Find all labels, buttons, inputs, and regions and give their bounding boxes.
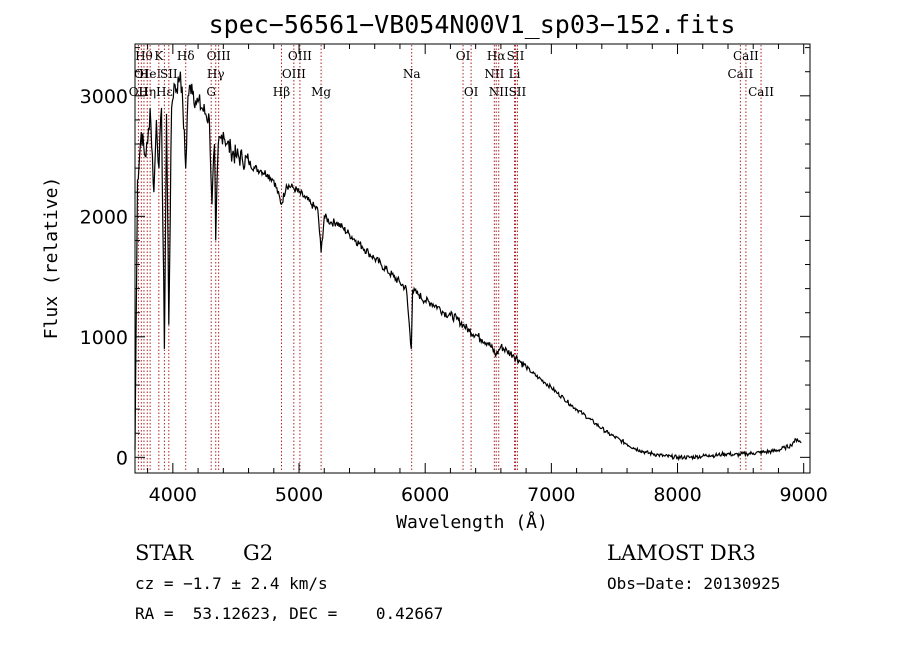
line-marker-label: OI [464, 85, 479, 99]
x-tick-label: 8000 [653, 484, 701, 506]
line-marker-label: SII [509, 85, 527, 99]
object-class: STAR [135, 541, 194, 565]
x-tick-label: 4000 [149, 484, 197, 506]
coordinates: RA = 53.12623, DEC = 0.42667 [135, 604, 443, 623]
axis-ticks: 4000 5000 6000 7000 8000 9000 0 1000 2000 3000 [80, 44, 828, 506]
line-marker-label: OIII [288, 49, 312, 63]
y-tick-label: 0 [116, 447, 128, 469]
line-marker-label: K [154, 49, 164, 63]
x-tick-label: 9000 [780, 484, 828, 506]
line-marker-label: OI [134, 67, 149, 81]
line-marker-label: Hα [487, 49, 506, 63]
line-marker-label: Hε [156, 85, 173, 99]
line-marker-label: Li [509, 67, 521, 81]
line-marker-label: Na [403, 67, 421, 81]
line-marker-label: Hθ [135, 49, 153, 63]
object-subclass: G2 [243, 541, 273, 565]
survey-name: LAMOST DR3 [607, 541, 756, 565]
y-tick-label: 3000 [80, 86, 128, 108]
line-marker-label: Hδ [177, 49, 195, 63]
spectrum-line [134, 71, 802, 462]
line-marker-label: NII [489, 85, 509, 99]
line-marker-label: CaII [727, 67, 753, 81]
line-marker-label: SII [160, 67, 178, 81]
line-marker-label: Hγ [207, 67, 225, 81]
chart-title: spec−56561−VB054N00V1_sp03−152.fits [209, 10, 736, 39]
x-tick-label: 5000 [275, 484, 323, 506]
x-tick-label: 6000 [401, 484, 449, 506]
x-axis-label: Wavelength (Å) [396, 511, 548, 533]
line-marker-label: OI [456, 49, 471, 63]
line-marker-label: NII [484, 67, 504, 81]
line-marker-label: CaII [748, 85, 774, 99]
redshift-info: cz = −1.7 ± 2.4 km/s [135, 574, 328, 593]
plot-frame [134, 43, 811, 474]
spectrum-plot [134, 71, 802, 462]
line-marker-label: OIII [282, 67, 306, 81]
line-marker-label: OIII [207, 49, 231, 63]
emission-line-markers: OIIOIHθHηHeIKHεSIIHδGHγOIIIHβOIIIOIIIMgN… [129, 45, 774, 472]
line-marker-label: G [206, 85, 216, 99]
line-marker-label: Hη [138, 85, 156, 99]
line-marker-label: SII [507, 49, 525, 63]
y-axis-label: Flux (relative) [41, 177, 62, 340]
line-marker-label: CaII [733, 49, 759, 63]
y-tick-label: 2000 [80, 206, 128, 228]
y-tick-label: 1000 [80, 327, 128, 349]
x-tick-label: 7000 [527, 484, 575, 506]
line-marker-label: HeI [139, 67, 162, 81]
line-marker-label: Hβ [273, 85, 290, 99]
observation-date: Obs−Date: 20130925 [607, 574, 780, 593]
line-marker-label: Mg [311, 85, 331, 99]
